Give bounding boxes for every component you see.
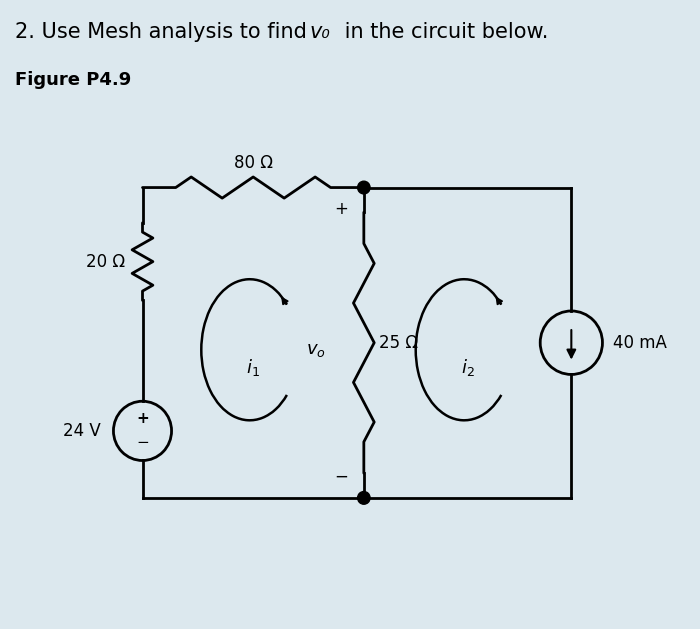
Text: v₀: v₀ (310, 22, 330, 42)
Text: +: + (136, 411, 149, 426)
Text: 25 Ω: 25 Ω (379, 334, 418, 352)
Text: 40 mA: 40 mA (612, 334, 666, 352)
Text: 24 V: 24 V (63, 422, 101, 440)
Text: 20 Ω: 20 Ω (86, 253, 125, 270)
Circle shape (358, 181, 370, 194)
Circle shape (358, 491, 370, 504)
Text: +: + (335, 199, 349, 218)
Text: $v_o$: $v_o$ (306, 341, 326, 359)
Circle shape (113, 401, 172, 460)
Text: Figure P4.9: Figure P4.9 (15, 71, 131, 89)
Text: 80 Ω: 80 Ω (234, 154, 273, 172)
Text: in the circuit below.: in the circuit below. (337, 22, 548, 42)
Text: 2. Use Mesh analysis to find: 2. Use Mesh analysis to find (15, 22, 313, 42)
Text: $i_2$: $i_2$ (461, 357, 475, 378)
Text: −: − (136, 435, 149, 450)
Text: $i_1$: $i_1$ (246, 357, 260, 378)
Text: −: − (335, 468, 349, 486)
Circle shape (540, 311, 603, 374)
